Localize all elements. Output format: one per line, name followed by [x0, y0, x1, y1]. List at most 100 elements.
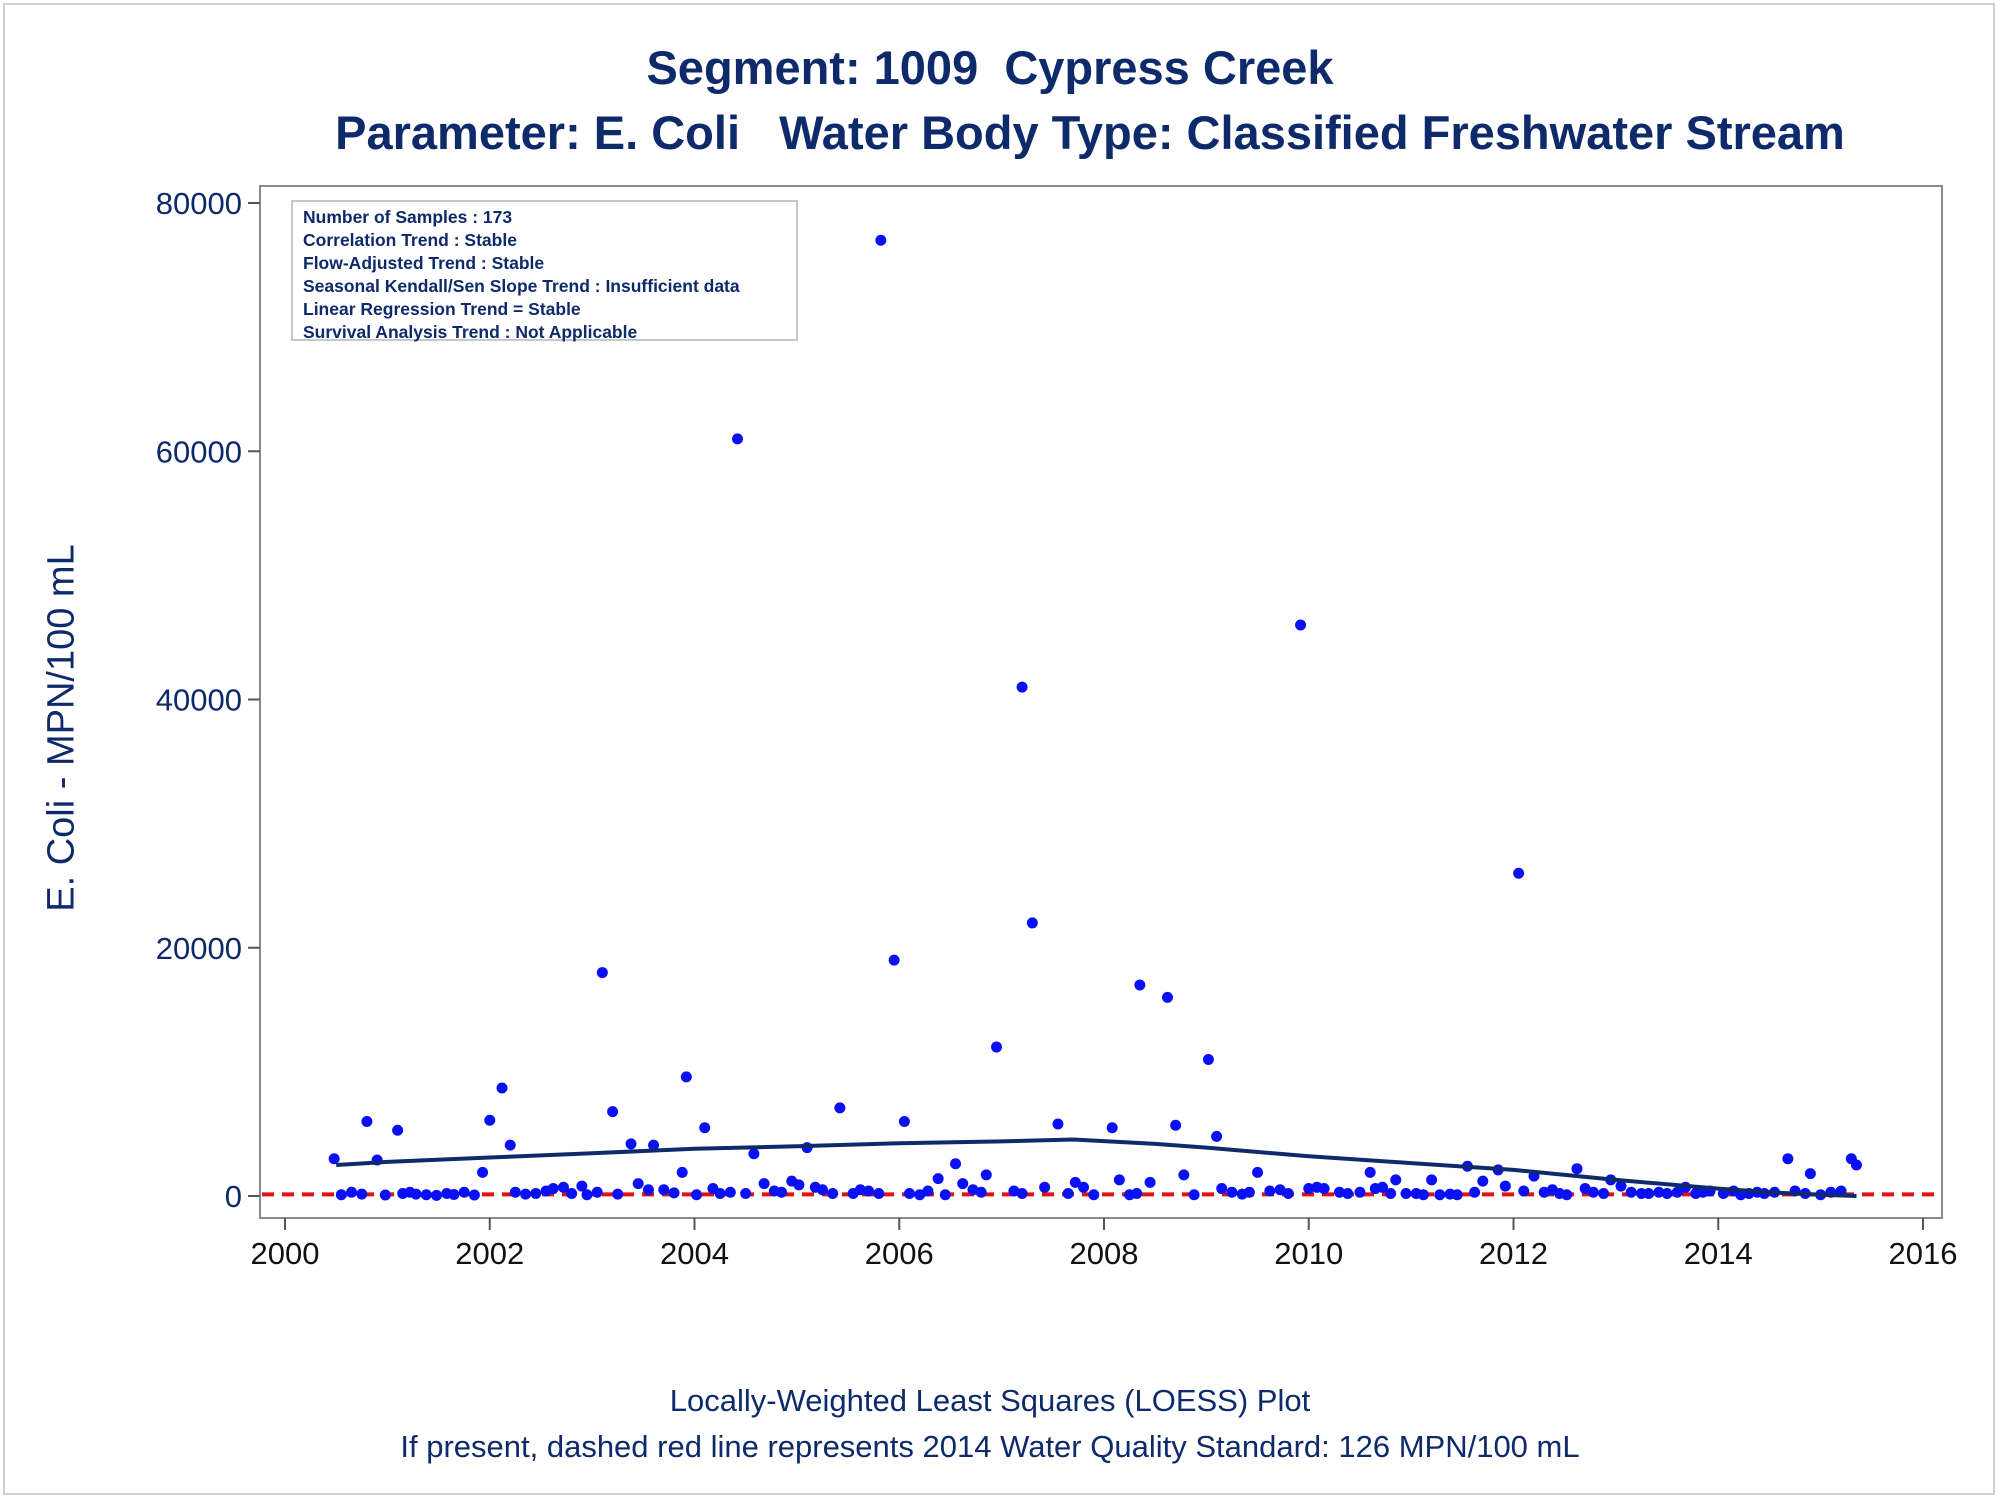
- data-point: [1671, 1186, 1683, 1198]
- x-tick-label: 2008: [1070, 1236, 1139, 1271]
- data-point: [793, 1179, 805, 1191]
- data-point: [1188, 1189, 1200, 1201]
- data-point: [731, 433, 743, 445]
- x-tick-label: 2010: [1274, 1236, 1343, 1271]
- data-point: [1039, 1181, 1051, 1193]
- data-point: [547, 1183, 559, 1195]
- data-point: [504, 1139, 516, 1151]
- data-point: [1643, 1188, 1655, 1200]
- data-point: [1226, 1186, 1238, 1198]
- data-point: [335, 1189, 347, 1201]
- data-point: [468, 1189, 480, 1201]
- data-point: [740, 1188, 752, 1200]
- data-point: [1579, 1183, 1591, 1195]
- data-point: [939, 1189, 951, 1201]
- y-tick-label: 60000: [156, 434, 242, 469]
- data-point: [509, 1186, 521, 1198]
- data-point: [1782, 1153, 1794, 1165]
- data-point: [668, 1187, 680, 1199]
- data-point: [596, 967, 608, 979]
- data-point: [1390, 1174, 1402, 1186]
- data-point: [530, 1188, 542, 1200]
- data-point: [691, 1189, 703, 1201]
- data-point: [557, 1181, 569, 1193]
- data-point: [863, 1185, 875, 1197]
- data-point: [1333, 1186, 1345, 1198]
- data-point: [903, 1188, 915, 1200]
- data-point: [1376, 1181, 1388, 1193]
- data-point: [458, 1186, 470, 1198]
- x-tick-label: 2014: [1684, 1236, 1753, 1271]
- data-point: [1264, 1185, 1276, 1197]
- chart-title: Segment: 1009 Cypress Creek: [646, 41, 1334, 94]
- data-point: [1170, 1119, 1182, 1131]
- data-point: [520, 1188, 532, 1200]
- data-point: [898, 1116, 910, 1128]
- legend-flow-adjusted: Flow-Adjusted Trend : Stable: [303, 253, 545, 273]
- data-point: [888, 954, 900, 966]
- data-point: [1088, 1189, 1100, 1201]
- data-point: [1243, 1186, 1255, 1198]
- data-point: [875, 234, 887, 246]
- data-point: [1216, 1183, 1228, 1195]
- data-point: [1499, 1180, 1511, 1192]
- data-point: [1518, 1185, 1530, 1197]
- legend-seasonal-kendall: Seasonal Kendall/Sen Slope Trend : Insuf…: [303, 276, 740, 296]
- data-point: [346, 1186, 358, 1198]
- x-tick-label: 2012: [1479, 1236, 1548, 1271]
- chart-subtitle: Parameter: E. Coli Water Body Type: Clas…: [335, 106, 1845, 159]
- data-point: [1598, 1188, 1610, 1200]
- data-point: [477, 1166, 489, 1178]
- data-point: [1062, 1188, 1074, 1200]
- data-point: [991, 1041, 1003, 1053]
- data-point: [1178, 1169, 1190, 1181]
- data-point: [1625, 1186, 1637, 1198]
- y-tick-label: 0: [225, 1179, 242, 1214]
- data-point: [680, 1071, 692, 1083]
- data-point: [1131, 1188, 1143, 1200]
- data-point: [1016, 681, 1028, 693]
- data-point: [748, 1148, 760, 1160]
- data-point: [1400, 1188, 1412, 1200]
- data-point: [1144, 1176, 1156, 1188]
- data-point: [1069, 1176, 1081, 1188]
- data-point: [1318, 1183, 1330, 1195]
- data-point: [648, 1139, 660, 1151]
- data-point: [1342, 1188, 1354, 1200]
- data-point: [1274, 1184, 1286, 1196]
- data-point: [612, 1188, 624, 1200]
- data-point: [379, 1189, 391, 1201]
- data-point: [1078, 1181, 1090, 1193]
- data-point: [714, 1188, 726, 1200]
- data-point: [1561, 1189, 1573, 1201]
- x-tick-label: 2002: [455, 1236, 524, 1271]
- plot-area: [259, 185, 1943, 1219]
- data-point: [699, 1122, 711, 1134]
- data-point: [1295, 619, 1307, 631]
- data-point: [1417, 1189, 1429, 1201]
- data-point: [758, 1178, 770, 1190]
- data-point: [1134, 979, 1146, 991]
- data-point: [420, 1189, 432, 1201]
- data-point: [1434, 1189, 1446, 1201]
- data-point: [1016, 1188, 1028, 1200]
- data-point: [566, 1188, 578, 1200]
- data-point: [431, 1189, 443, 1201]
- data-point: [607, 1106, 619, 1118]
- data-point: [625, 1138, 637, 1150]
- data-point: [1106, 1122, 1118, 1134]
- legend-samples: Number of Samples : 173: [303, 207, 513, 227]
- data-point: [658, 1184, 670, 1196]
- data-point: [410, 1188, 422, 1200]
- y-tick-label: 80000: [156, 186, 242, 221]
- data-point: [922, 1185, 934, 1197]
- footer-standard-note: If present, dashed red line represents 2…: [400, 1429, 1580, 1464]
- data-point: [484, 1114, 496, 1126]
- data-point: [1113, 1174, 1125, 1186]
- data-point: [642, 1184, 654, 1196]
- data-point: [1850, 1159, 1862, 1171]
- data-point: [496, 1082, 508, 1094]
- legend-correlation: Correlation Trend : Stable: [303, 230, 517, 250]
- x-tick-label: 2016: [1889, 1236, 1958, 1271]
- data-point: [816, 1184, 828, 1196]
